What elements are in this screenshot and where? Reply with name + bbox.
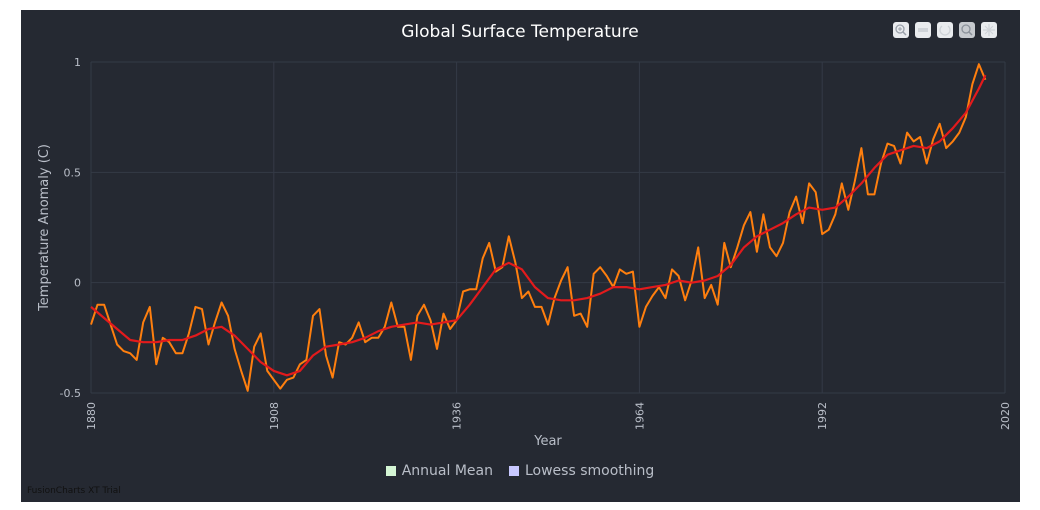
y-tick-label: 0.5: [64, 166, 82, 179]
chart-panel: [21, 10, 1020, 502]
legend-label-annual-mean: Annual Mean: [401, 463, 493, 479]
legend-swatch-lowess: [508, 466, 519, 476]
y-tick-label: -0.5: [60, 387, 81, 400]
y-axis-title: Temperature Anomaly (C): [37, 144, 52, 312]
zoom-selection-icon: [961, 24, 973, 36]
y-tick-label: 1: [74, 56, 81, 69]
zoom-out-button[interactable]: [915, 22, 931, 38]
reset-button[interactable]: [937, 22, 953, 38]
legend-item-annual-mean[interactable]: Annual Mean: [385, 463, 493, 479]
x-tick-label: 2020: [999, 402, 1012, 430]
x-tick-label: 1880: [85, 402, 98, 430]
x-tick-label: 1936: [451, 402, 464, 430]
chart-title: Global Surface Temperature: [401, 22, 639, 42]
series-line-annual-mean: [90, 63, 987, 392]
x-tick-label: 1992: [816, 402, 829, 430]
x-tick-label: 1964: [633, 402, 646, 430]
zoom-out-icon: [918, 28, 928, 32]
zoom-in-button[interactable]: [893, 22, 909, 38]
x-axis-title: Year: [533, 434, 562, 449]
series-line-lowess: [90, 74, 987, 377]
legend-swatch-annual-mean: [385, 466, 396, 476]
zoom-selection-button[interactable]: [959, 22, 975, 38]
watermark: FusionCharts XT Trial: [27, 486, 121, 496]
zoom-in-icon: [895, 24, 907, 36]
y-tick-label: 0: [74, 277, 81, 290]
legend: Annual Mean Lowess smoothing: [0, 463, 1040, 479]
legend-item-lowess[interactable]: Lowess smoothing: [508, 463, 655, 479]
pan-button[interactable]: [981, 22, 997, 38]
legend-label-lowess: Lowess smoothing: [524, 463, 655, 479]
x-tick-label: 1908: [268, 402, 281, 430]
reset-icon: [939, 25, 951, 36]
pan-icon: [983, 24, 995, 36]
